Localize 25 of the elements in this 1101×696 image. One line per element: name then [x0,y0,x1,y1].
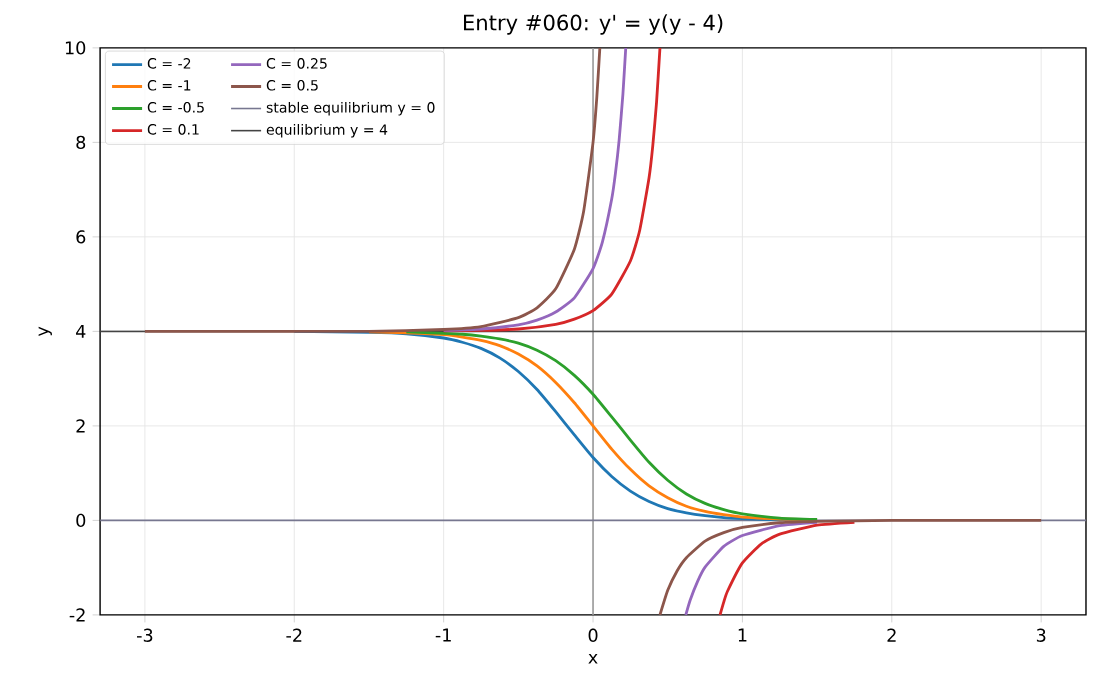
x-tick-label: -3 [137,628,153,642]
x-tick-label: 3 [1036,628,1046,642]
legend-label: equilibrium y = 4 [266,124,388,138]
y-tick-label: 0 [76,513,86,528]
x-tick-label: 2 [887,628,896,642]
legend-label: C = -1 [147,79,191,91]
legend-label: C = -0.5 [147,101,204,113]
y-tick-label: 10 [65,41,86,55]
y-axis-title: y [38,326,52,337]
x-axis-title: x [588,654,598,664]
x-tick-label: -1 [435,628,451,642]
y-tick-label: 6 [76,230,86,244]
y-tick-label: -2 [69,608,85,622]
legend-label: C = 0.5 [266,79,318,91]
legend-label: C = 0.1 [147,124,199,135]
y-tick-label: 2 [76,419,85,433]
legend-label: stable equilibrium y = 0 [266,101,435,116]
y-tick-label: 8 [76,135,86,150]
x-tick-label: 0 [588,628,598,642]
x-tick-label: 1 [738,628,747,642]
x-tick-label: -2 [286,628,302,642]
y-tick-label: 4 [76,324,86,338]
legend-label: C = -2 [147,58,191,69]
legend-label: C = 0.25 [266,58,327,69]
chart-title: Entry #060: y' = y(y - 4) [464,14,723,35]
